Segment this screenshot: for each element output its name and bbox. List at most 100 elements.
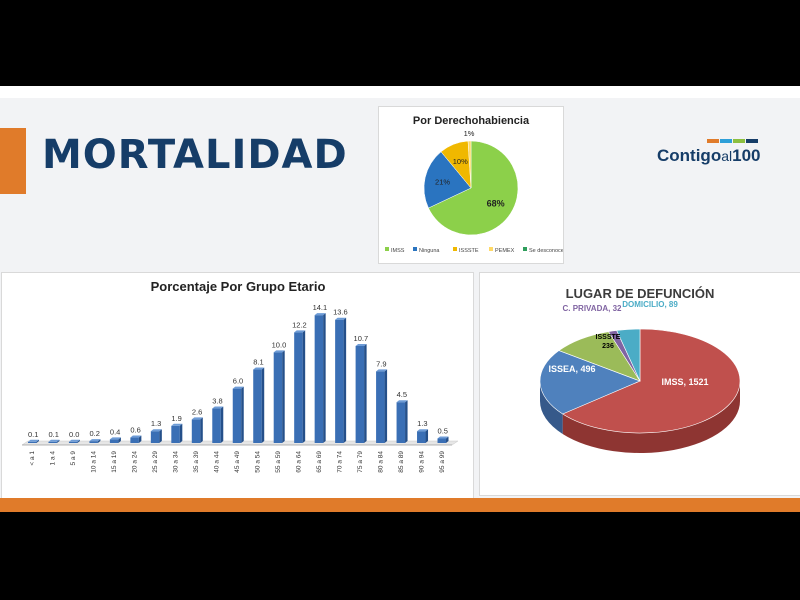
derechohabiencia-panel: Por Derechohabiencia 68% 21% 10% 1% IMSS Ningu… [378,106,564,264]
bar-data-label: 8.1 [253,358,263,367]
x-tick-label: 55 a 59 [275,451,282,473]
bar [48,439,60,443]
pie3d-side-imss [562,381,740,453]
pie-data-label: 1% [464,129,475,138]
pie3d-slice-issea [539,350,641,415]
bar-data-label: 14.1 [313,303,328,312]
x-tick-label: 75 a 79 [357,451,364,473]
derechohabiencia-pie-chart: Por Derechohabiencia 68% 21% 10% 1% IMSS Ningu… [385,115,564,254]
age-group-panel: Porcentaje Por Grupo Etario 0.1 < a 1 0.1 1 … [1,272,474,506]
bar-data-label: 7.9 [376,359,386,368]
x-tick-label: 80 a 84 [377,451,384,473]
x-tick-label: 95 a 99 [439,451,446,473]
bar-data-label: 0.0 [69,430,79,439]
bar [68,439,80,443]
bar-data-label: 13.6 [333,308,348,317]
pie-legend-label: PEMEX [495,248,515,254]
pie3d-slice-imss [562,328,741,434]
pie-legend-swatch [523,247,527,251]
pie-data-label: 68% [487,199,505,209]
logo-bar-1 [707,139,719,143]
logo-bar-3 [733,139,745,143]
bar-data-label: 2.6 [192,407,202,416]
pie-legend-label: IMSS [391,248,405,254]
pie-legend-swatch [385,247,389,251]
bar [27,439,39,443]
x-tick-label: 60 a 64 [295,451,302,473]
bar [396,400,408,443]
contigo-logo: Contigoal100 [657,139,761,166]
bar [191,417,203,443]
bar-data-label: 10.7 [354,334,369,343]
x-tick-label: 40 a 44 [214,451,221,473]
pie3d-data-label: C. PRIVADA, 32 [563,304,623,313]
logo-bar-4 [746,139,758,143]
pie-legend-label: ISSSTE [459,248,479,254]
x-tick-label: 10 a 14 [91,451,98,473]
bar-data-label: 10.0 [272,340,287,349]
pie-slice-pemex [467,140,472,189]
pie3d-data-label: DOMICILIO, 89 [622,300,678,309]
logo-color-bars [707,139,758,143]
bar [171,423,183,443]
title-accent-bar [0,128,26,194]
x-tick-label: < a 1 [29,451,36,466]
bar [232,386,244,443]
bar-data-label: 0.2 [89,429,99,438]
age-group-bar-chart: Porcentaje Por Grupo Etario 0.1 < a 1 0.1 1 … [21,279,459,473]
logo-text-1: Contigo [657,146,722,165]
pie-data-label: 10% [453,157,468,166]
x-tick-label: 70 a 74 [336,451,343,473]
pie3d-data-label: ISSSTE [596,334,621,341]
bar-data-label: 4.5 [397,390,407,399]
x-tick-label: 45 a 49 [234,451,241,473]
bar [130,435,142,443]
pie-legend-label: Se desconoce [529,248,563,254]
place-chart-title: LUGAR DE DEFUNCIÓN [566,286,715,301]
pie3d-side-issea [540,381,563,434]
pie-legend: IMSS Ninguna ISSSTE PEMEX Se desconoce [385,247,564,254]
logo-text-3: 100 [732,146,761,165]
bar-data-label: 0.5 [438,426,448,435]
bar-data-label: 12.2 [292,320,307,329]
bar [294,330,306,443]
x-tick-label: 90 a 94 [418,451,425,473]
bar [150,429,162,443]
pie-data-label: 21% [435,178,450,187]
pie-legend-swatch [489,247,493,251]
x-tick-label: 20 a 24 [132,451,139,473]
place-of-death-panel: LUGAR DE DEFUNCIÓN IMSS, 1521 ISSEA, 496 IS… [479,272,800,496]
bar [89,439,101,443]
x-tick-label: 50 a 54 [254,451,261,473]
bar-data-label: 1.9 [171,414,181,423]
bar [437,436,449,443]
slide-title: MORTALIDAD [42,132,348,178]
bar [212,406,224,443]
x-tick-label: 30 a 34 [173,451,180,473]
pie-title: Por Derechohabiencia [413,115,530,127]
x-tick-label: 25 a 29 [152,451,159,473]
x-tick-label: 65 a 69 [316,451,323,473]
bar-data-label: 1.3 [417,419,427,428]
pie-legend-swatch [453,247,457,251]
bar-data-label: 6.0 [233,377,243,386]
bar [314,313,326,443]
pie-legend-label: Ninguna [419,248,440,254]
bar-data-label: 3.8 [212,397,222,406]
bar [376,369,388,443]
slide: MORTALIDAD Contigoal100 Por Derechohabie… [0,86,800,512]
pie-slice-ninguna [423,151,472,209]
x-tick-label: 85 a 89 [398,451,405,473]
bar [273,350,285,443]
bar [417,429,429,443]
bar-data-label: 0.1 [48,430,58,439]
bar-chart-title: Porcentaje Por Grupo Etario [151,279,326,294]
bar [335,317,347,443]
pie-slice-imss [428,140,519,236]
bar-data-label: 0.6 [130,426,140,435]
bar [253,367,265,443]
top-strip [0,86,800,98]
logo-text-2: al [721,148,733,164]
bar [355,343,367,443]
pie3d-data-label: 236 [602,343,614,350]
